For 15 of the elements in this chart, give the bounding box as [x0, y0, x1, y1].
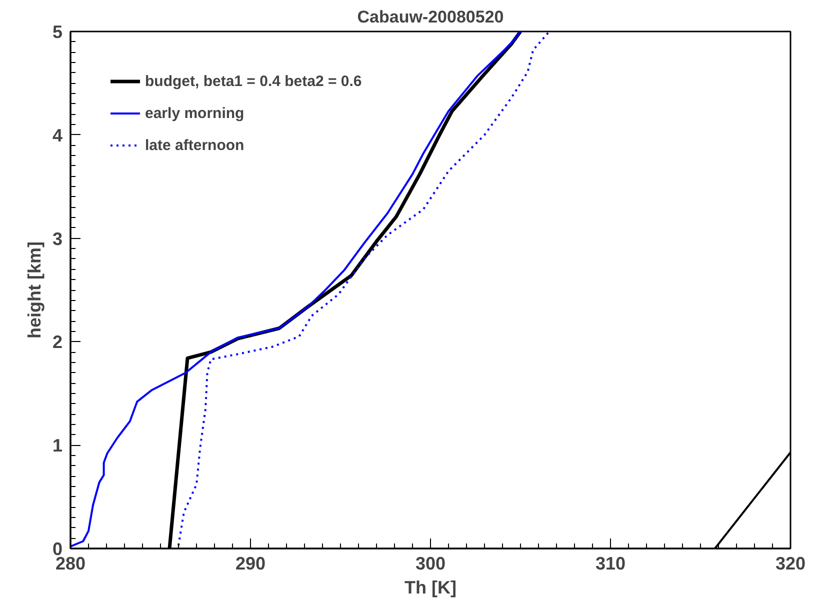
y-tick-label: 5: [52, 22, 63, 42]
x-tick-label: 320: [775, 554, 806, 574]
y-axis-title: height [km]: [24, 242, 44, 338]
y-tick-label: 2: [52, 332, 63, 352]
legend-label: late afternoon: [145, 136, 244, 154]
y-tick-label: 4: [52, 125, 63, 146]
x-tick-label: 300: [415, 554, 446, 574]
y-tick-label: 1: [52, 436, 63, 456]
chart-title: Cabauw-20080520: [357, 8, 504, 26]
x-axis-title: Th [K]: [404, 578, 456, 598]
x-tick-label: 290: [235, 554, 266, 574]
legend-label: early morning: [145, 104, 244, 122]
x-tick-label: 310: [595, 554, 626, 574]
legend-label: budget, beta1 = 0.4 beta2 = 0.6: [145, 72, 362, 90]
y-tick-label: 3: [52, 228, 63, 249]
